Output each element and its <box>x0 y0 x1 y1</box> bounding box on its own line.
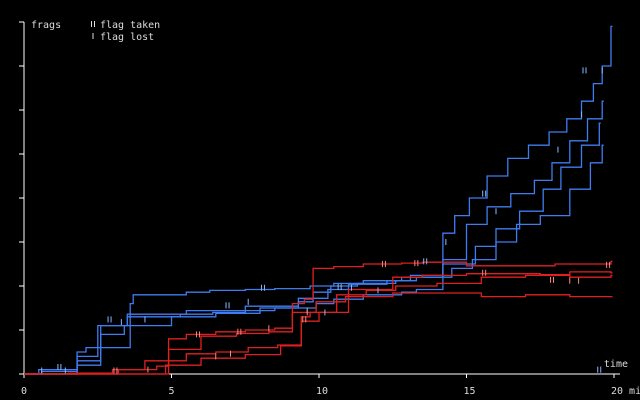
axis-ticks: 0 5 10 15 20 min <box>19 21 640 397</box>
series-line-7 <box>24 271 613 375</box>
series-lines <box>24 25 613 375</box>
axes <box>23 22 620 375</box>
y-axis-label: frags <box>31 20 61 31</box>
series-line-1 <box>24 25 613 375</box>
flag-markers <box>41 67 611 374</box>
x-tick-label: 20 min <box>611 386 640 397</box>
series-line-3 <box>24 122 601 375</box>
x-tick-label: 5 <box>169 386 175 397</box>
legend-label: flag lost <box>100 32 154 43</box>
series-line-8 <box>24 292 613 375</box>
x-tick-label: 10 <box>316 386 328 397</box>
x-axis-label: time <box>604 359 628 370</box>
series-line-5 <box>24 260 613 375</box>
series-line-6 <box>24 274 613 375</box>
x-tick-label: 0 <box>21 386 27 397</box>
series-line-4 <box>24 144 604 375</box>
x-tick-label: 15 <box>464 386 476 397</box>
legend-label: flag taken <box>100 20 160 31</box>
